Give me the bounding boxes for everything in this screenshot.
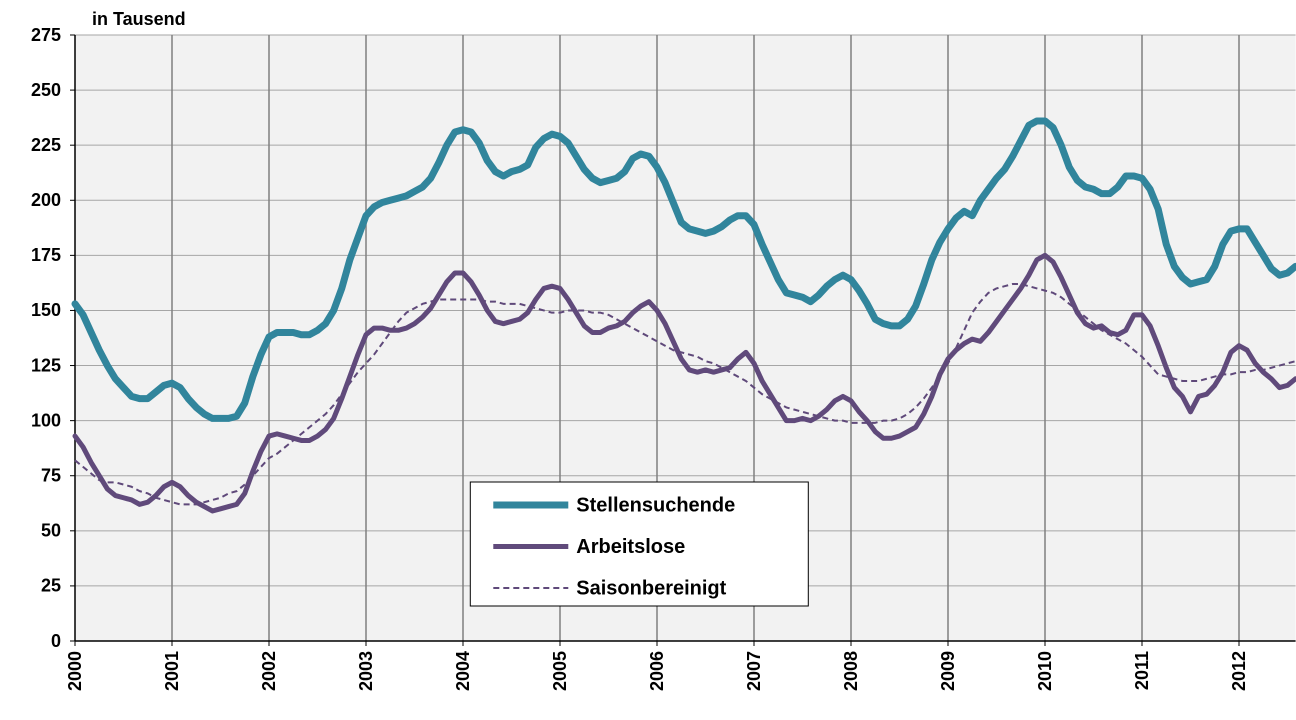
x-tick-label: 2010 <box>1035 651 1055 691</box>
x-tick-label: 2006 <box>647 651 667 691</box>
x-tick-label: 2007 <box>744 651 764 691</box>
chart-title: in Tausend <box>92 9 186 29</box>
legend: Stellensuchende Arbeitslose Saisonbereinig… <box>469 481 809 607</box>
y-tick-label: 275 <box>31 25 61 45</box>
x-tick-label: 2012 <box>1229 651 1249 691</box>
x-tick-label: 2009 <box>938 651 958 691</box>
legend-label: Saisonbereinigt <box>576 577 726 599</box>
series-line <box>72 252 1296 514</box>
series-line <box>74 283 1296 506</box>
x-tick-label: 2000 <box>65 651 85 691</box>
series-line <box>71 117 1296 422</box>
x-tick-label: 2008 <box>841 651 861 691</box>
y-tick-label: 100 <box>31 410 61 430</box>
x-tick-label: 2002 <box>259 651 279 691</box>
y-tick-label: 225 <box>31 135 61 155</box>
y-tick-label: 200 <box>31 190 61 210</box>
y-tick-label: 75 <box>41 465 61 485</box>
y-tick-label: 50 <box>41 521 61 541</box>
y-tick-label: 25 <box>41 576 61 596</box>
x-tick-label: 2004 <box>453 651 473 691</box>
x-tick-label: 2003 <box>356 651 376 691</box>
legend-label: Arbeitslose <box>576 536 685 558</box>
legend-label: Stellensuchende <box>576 494 735 516</box>
x-tick-label: 2011 <box>1132 651 1152 690</box>
y-tick-label: 0 <box>51 631 61 651</box>
x-tick-label: 2005 <box>550 651 570 691</box>
x-tick-label: 2001 <box>162 651 182 691</box>
y-tick-label: 125 <box>31 355 61 375</box>
y-tick-label: 175 <box>31 245 61 265</box>
y-tick-label: 250 <box>31 80 61 100</box>
y-tick-label: 150 <box>31 300 61 320</box>
